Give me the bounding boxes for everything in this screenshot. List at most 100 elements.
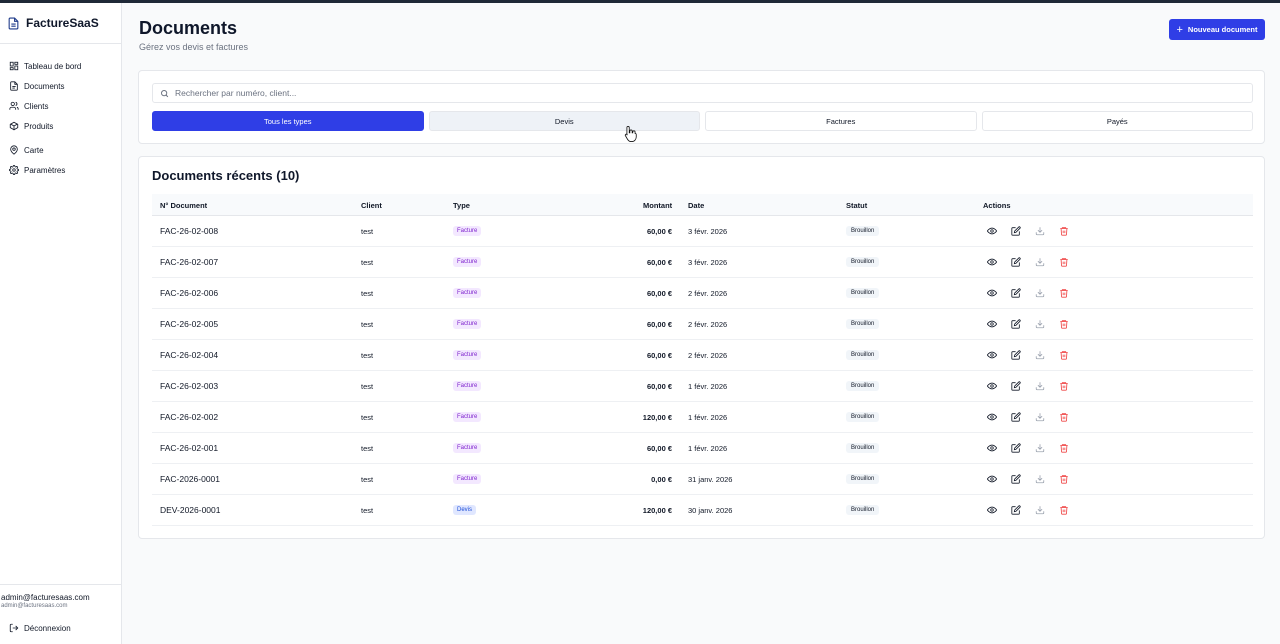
table-row[interactable]: FAC-26-02-001 test Facture 60,00 € 1 févr. 2… [152, 433, 1253, 464]
view-icon[interactable] [987, 288, 997, 298]
user-email-secondary: admin@facturesaas.com [1, 603, 68, 609]
edit-icon[interactable] [1011, 443, 1021, 453]
document-number[interactable]: FAC-26-02-008 [160, 226, 219, 236]
table-row[interactable]: FAC-26-02-006 test Facture 60,00 € 2 févr. 2… [152, 278, 1253, 309]
edit-icon[interactable] [1011, 319, 1021, 329]
delete-icon[interactable] [1059, 350, 1069, 360]
download-icon[interactable] [1035, 381, 1045, 391]
column-header-date[interactable]: Date [688, 201, 705, 210]
edit-icon[interactable] [1011, 226, 1021, 236]
delete-icon[interactable] [1059, 288, 1069, 298]
sidebar-item-map[interactable]: Carte [0, 140, 121, 160]
sidebar-item-products[interactable]: Produits [0, 116, 121, 136]
table-row[interactable]: DEV-2026-0001 test Devis 120,00 € 30 janv. 2… [152, 495, 1253, 526]
document-date: 30 janv. 2026 [688, 506, 733, 515]
table-row[interactable]: FAC-26-02-004 test Facture 60,00 € 2 févr. 2… [152, 340, 1253, 371]
filter-factures[interactable]: Factures [705, 111, 977, 131]
document-number[interactable]: FAC-26-02-003 [160, 381, 219, 391]
delete-icon[interactable] [1059, 443, 1069, 453]
table-row[interactable]: FAC-26-02-007 test Facture 60,00 € 3 févr. 2… [152, 247, 1253, 278]
logout-icon [9, 623, 19, 633]
column-header-type[interactable]: Type [453, 201, 470, 210]
document-number[interactable]: FAC-26-02-001 [160, 443, 219, 453]
view-icon[interactable] [987, 443, 997, 453]
sidebar-item-dashboard[interactable]: Tableau de bord [0, 56, 121, 76]
delete-icon[interactable] [1059, 505, 1069, 515]
column-header-client[interactable]: Client [361, 201, 382, 210]
table-row[interactable]: FAC-26-02-002 test Facture 120,00 € 1 févr. … [152, 402, 1253, 433]
search-input[interactable] [175, 88, 1175, 98]
edit-icon[interactable] [1011, 288, 1021, 298]
delete-icon[interactable] [1059, 226, 1069, 236]
download-icon[interactable] [1035, 412, 1045, 422]
filter-payes[interactable]: Payés [981, 111, 1253, 131]
download-icon[interactable] [1035, 319, 1045, 329]
document-number[interactable]: FAC-26-02-006 [160, 288, 219, 298]
gear-icon [9, 165, 19, 175]
map-pin-icon [10, 145, 18, 155]
edit-icon[interactable] [1011, 381, 1021, 391]
document-date: 3 févr. 2026 [688, 258, 728, 267]
search-box[interactable] [152, 83, 1253, 103]
new-document-button[interactable]: + Nouveau document [1169, 19, 1265, 40]
download-icon[interactable] [1035, 288, 1045, 298]
edit-icon[interactable] [1011, 505, 1021, 515]
view-icon[interactable] [987, 226, 997, 236]
column-header-status[interactable]: Statut [846, 201, 868, 210]
edit-icon[interactable] [1011, 257, 1021, 267]
download-icon[interactable] [1035, 226, 1045, 236]
sidebar-item-clients[interactable]: Clients [0, 96, 121, 116]
view-icon[interactable] [987, 350, 997, 360]
view-icon[interactable] [987, 257, 997, 267]
view-icon[interactable] [987, 412, 997, 422]
download-icon[interactable] [1035, 443, 1045, 453]
delete-icon[interactable] [1059, 381, 1069, 391]
document-date: 2 févr. 2026 [688, 351, 728, 360]
delete-icon[interactable] [1059, 412, 1069, 422]
document-number[interactable]: FAC-26-02-007 [160, 257, 219, 267]
client-name: test [361, 413, 374, 422]
delete-icon[interactable] [1059, 319, 1069, 329]
column-header-number[interactable]: N° Document [160, 201, 208, 210]
document-number[interactable]: FAC-2026-0001 [160, 474, 221, 484]
brand[interactable]: FactureSaaS [0, 3, 121, 44]
document-number[interactable]: FAC-26-02-002 [160, 412, 219, 422]
download-icon[interactable] [1035, 257, 1045, 267]
sidebar-item-settings[interactable]: Paramètres [0, 160, 121, 180]
type-badge: Facture [453, 226, 482, 236]
logout-button[interactable]: Déconnexion [0, 618, 121, 638]
table-row[interactable]: FAC-2026-0001 test Facture 0,00 € 31 janv. 2… [152, 464, 1253, 495]
edit-icon[interactable] [1011, 412, 1021, 422]
sidebar-item-documents[interactable]: Documents [0, 76, 121, 96]
delete-icon[interactable] [1059, 474, 1069, 484]
document-number[interactable]: FAC-26-02-004 [160, 350, 219, 360]
row-actions [987, 443, 1069, 453]
document-number[interactable]: DEV-2026-0001 [160, 505, 221, 515]
download-icon[interactable] [1035, 474, 1045, 484]
edit-icon[interactable] [1011, 350, 1021, 360]
delete-icon[interactable] [1059, 257, 1069, 267]
file-logo-icon [8, 17, 19, 29]
view-icon[interactable] [987, 319, 997, 329]
document-number[interactable]: FAC-26-02-005 [160, 319, 219, 329]
edit-icon[interactable] [1011, 474, 1021, 484]
page-subtitle: Gérez vos devis et factures [139, 42, 249, 52]
filter-all-types[interactable]: Tous les types [152, 111, 424, 131]
filter-devis[interactable]: Devis [428, 111, 700, 131]
logout-label: Déconnexion [24, 623, 71, 633]
table-row[interactable]: FAC-26-02-003 test Facture 60,00 € 1 févr. 2… [152, 371, 1253, 402]
client-name: test [361, 258, 374, 267]
table-row[interactable]: FAC-26-02-005 test Facture 60,00 € 2 févr. 2… [152, 309, 1253, 340]
row-actions [987, 505, 1069, 515]
download-icon[interactable] [1035, 350, 1045, 360]
table-row[interactable]: FAC-26-02-008 test Facture 60,00 € 3 févr. 2… [152, 216, 1253, 247]
document-date: 1 févr. 2026 [688, 382, 728, 391]
column-header-amount[interactable]: Montant [643, 201, 673, 210]
download-icon[interactable] [1035, 505, 1045, 515]
type-badge: Facture [453, 381, 482, 391]
type-badge: Facture [453, 288, 482, 298]
view-icon[interactable] [987, 474, 997, 484]
view-icon[interactable] [987, 381, 997, 391]
documents-table-card: Documents récents (10) N° Document Clien… [138, 156, 1265, 539]
view-icon[interactable] [987, 505, 997, 515]
